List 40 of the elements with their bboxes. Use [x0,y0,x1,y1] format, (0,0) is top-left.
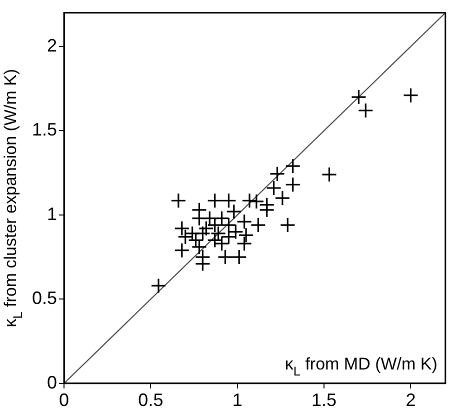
point [250,217,266,233]
point [220,192,237,208]
point [321,166,338,182]
x-tick-label: 1.5 [312,390,337,410]
y-tick-label: 0 [47,372,58,392]
y-axis-title: κL from cluster expansion (W/m K) [1,68,25,328]
y-tick-label: 1 [47,204,58,224]
point [402,88,419,104]
point [174,220,190,236]
point [242,192,258,208]
point [170,192,186,208]
point [226,204,242,220]
point [358,102,374,118]
point [285,158,301,174]
point [217,249,234,265]
point [210,226,226,242]
y-tick-label: 0.5 [32,288,58,308]
point [248,194,264,210]
point [236,214,252,230]
point [350,89,367,105]
point [194,256,211,272]
point [178,229,194,245]
point [214,236,230,252]
point [207,232,223,248]
point [231,249,247,265]
point [220,229,237,245]
point [207,192,223,208]
point [174,242,190,258]
y-tick-label: 1.5 [32,120,58,140]
point [150,278,166,294]
y-tick-label: 2 [47,35,58,56]
x-tick-label: 2 [406,390,416,410]
point [236,236,252,252]
point [259,202,275,218]
point [285,176,301,192]
x-tick-label: 0.5 [138,390,164,410]
point [280,217,296,233]
point [238,227,254,243]
point [269,166,286,182]
x-tick-label: 1 [232,390,242,410]
